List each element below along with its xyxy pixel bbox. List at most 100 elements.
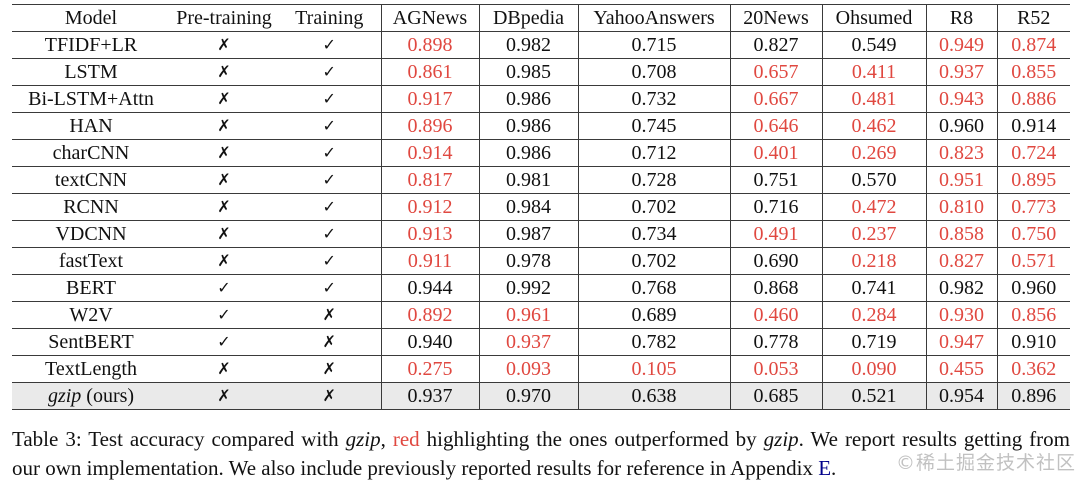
cell-pretraining: ✗ xyxy=(217,62,231,81)
cell-yahooanswers: 0.768 xyxy=(577,274,730,302)
cell-model: LSTM xyxy=(64,61,118,83)
cell-model: SentBERT xyxy=(48,331,134,353)
cell-pretraining: ✗ xyxy=(217,386,231,405)
cell-pretraining: ✗ xyxy=(217,89,231,108)
cell-r8: 0.947 xyxy=(925,328,997,356)
cell-ohsumed: 0.481 xyxy=(821,85,926,113)
column-header-yahooanswers: YahooAnswers xyxy=(577,4,730,32)
cell-training: ✓ xyxy=(322,197,336,216)
cell-20news: 0.868 xyxy=(729,274,822,302)
cell-r8: 0.982 xyxy=(925,274,997,302)
cell-agnews: 0.914 xyxy=(380,139,479,167)
caption-text: highlighting the ones outperformed by xyxy=(419,427,764,451)
caption-text: , xyxy=(380,427,393,451)
cell-training: ✓ xyxy=(322,224,336,243)
results-table: Model Pre-training Training AGNews DBpedia Ya… xyxy=(12,4,1070,410)
column-header-r8: R8 xyxy=(925,4,997,32)
cell-r52: 0.910 xyxy=(996,328,1070,356)
cell-yahooanswers: 0.745 xyxy=(577,112,730,140)
cell-pretraining: ✗ xyxy=(217,35,231,54)
table-row-bert: BERT ✓ ✓ 0.944 0.992 0.768 0.868 0.741 0.982 0.96… xyxy=(12,274,1070,302)
cell-training: ✓ xyxy=(322,116,336,135)
table-row-rcnn: RCNN ✗ ✓ 0.912 0.984 0.702 0.716 0.472 0.810 0.77… xyxy=(12,193,1070,221)
cell-20news: 0.401 xyxy=(729,139,822,167)
table-row-bi-lstm-attn: Bi-LSTM+Attn ✗ ✓ 0.917 0.986 0.732 0.667 0.481 0… xyxy=(12,85,1070,113)
cell-agnews: 0.944 xyxy=(380,274,479,302)
cell-r52: 0.874 xyxy=(996,31,1070,59)
caption-text: red xyxy=(392,427,420,451)
cell-model: TextLength xyxy=(45,358,137,380)
cell-20news: 0.460 xyxy=(729,301,822,329)
table-row-textcnn: textCNN ✗ ✓ 0.817 0.981 0.728 0.751 0.570 0.951 0… xyxy=(12,166,1070,194)
cell-model: W2V xyxy=(69,304,113,326)
cell-r8: 0.960 xyxy=(925,112,997,140)
cell-ohsumed: 0.090 xyxy=(821,355,926,383)
cell-training: ✓ xyxy=(322,89,336,108)
cell-training: ✓ xyxy=(322,35,336,54)
cell-r52: 0.896 xyxy=(996,382,1070,410)
cell-dbpedia: 0.937 xyxy=(478,328,578,356)
cell-model: RCNN xyxy=(63,196,119,218)
cell-pretraining: ✗ xyxy=(217,116,231,135)
table-row-vdcnn: VDCNN ✗ ✓ 0.913 0.987 0.734 0.491 0.237 0.858 0.7… xyxy=(12,220,1070,248)
column-header-model: Model xyxy=(64,7,118,29)
table-caption: Table 3: Test accuracy compared with gzi… xyxy=(12,425,1070,483)
cell-yahooanswers: 0.715 xyxy=(577,31,730,59)
table-row-tfidf-lr: TFIDF+LR ✗ ✓ 0.898 0.982 0.715 0.827 0.549 0.949… xyxy=(12,31,1070,59)
cell-dbpedia: 0.093 xyxy=(478,355,578,383)
cell-20news: 0.778 xyxy=(729,328,822,356)
cell-pretraining: ✓ xyxy=(217,332,231,351)
column-header-training: Training xyxy=(295,7,364,29)
cell-training: ✗ xyxy=(322,359,336,378)
cell-yahooanswers: 0.732 xyxy=(577,85,730,113)
cell-r8: 0.949 xyxy=(925,31,997,59)
cell-r52: 0.571 xyxy=(996,247,1070,275)
cell-yahooanswers: 0.712 xyxy=(577,139,730,167)
cell-r52: 0.895 xyxy=(996,166,1070,194)
column-header-agnews: AGNews xyxy=(380,4,479,32)
cell-yahooanswers: 0.782 xyxy=(577,328,730,356)
cell-dbpedia: 0.985 xyxy=(478,58,578,86)
cell-ohsumed: 0.719 xyxy=(821,328,926,356)
header-row: Model Pre-training Training AGNews DBpedia Ya… xyxy=(12,4,1070,32)
cell-agnews: 0.940 xyxy=(380,328,479,356)
cell-agnews: 0.892 xyxy=(380,301,479,329)
cell-r52: 0.362 xyxy=(996,355,1070,383)
cell-ohsumed: 0.269 xyxy=(821,139,926,167)
cell-training: ✓ xyxy=(322,170,336,189)
cell-agnews: 0.817 xyxy=(380,166,479,194)
cell-pretraining: ✓ xyxy=(217,305,231,324)
cell-20news: 0.751 xyxy=(729,166,822,194)
cell-r52: 0.914 xyxy=(996,112,1070,140)
appendix-link[interactable]: E xyxy=(818,456,832,480)
cell-agnews: 0.912 xyxy=(380,193,479,221)
cell-pretraining: ✗ xyxy=(217,224,231,243)
cell-ohsumed: 0.218 xyxy=(821,247,926,275)
caption-text: . xyxy=(831,456,837,480)
cell-yahooanswers: 0.734 xyxy=(577,220,730,248)
cell-ohsumed: 0.284 xyxy=(821,301,926,329)
cell-pretraining: ✗ xyxy=(217,197,231,216)
cell-r52: 0.750 xyxy=(996,220,1070,248)
column-header-pre-training: Pre-training xyxy=(176,7,272,29)
cell-r8: 0.858 xyxy=(925,220,997,248)
cell-training: ✗ xyxy=(322,332,336,351)
cell-20news: 0.657 xyxy=(729,58,822,86)
cell-agnews: 0.275 xyxy=(380,355,479,383)
cell-training: ✓ xyxy=(322,251,336,270)
cell-r8: 0.823 xyxy=(925,139,997,167)
cell-ohsumed: 0.472 xyxy=(821,193,926,221)
cell-model: textCNN xyxy=(54,169,128,191)
caption-text: gzip xyxy=(763,427,799,451)
cell-model: fastText xyxy=(58,250,124,272)
table-row-w2v: W2V ✓ ✗ 0.892 0.961 0.689 0.460 0.284 0.930 0.856 xyxy=(12,301,1070,329)
cell-training: ✓ xyxy=(322,278,336,297)
cell-pretraining: ✗ xyxy=(217,251,231,270)
cell-agnews: 0.937 xyxy=(380,382,479,410)
cell-ohsumed: 0.521 xyxy=(821,382,926,410)
cell-r8: 0.455 xyxy=(925,355,997,383)
cell-model: VDCNN xyxy=(55,223,127,245)
cell-dbpedia: 0.984 xyxy=(478,193,578,221)
cell-training: ✓ xyxy=(322,143,336,162)
cell-dbpedia: 0.986 xyxy=(478,139,578,167)
